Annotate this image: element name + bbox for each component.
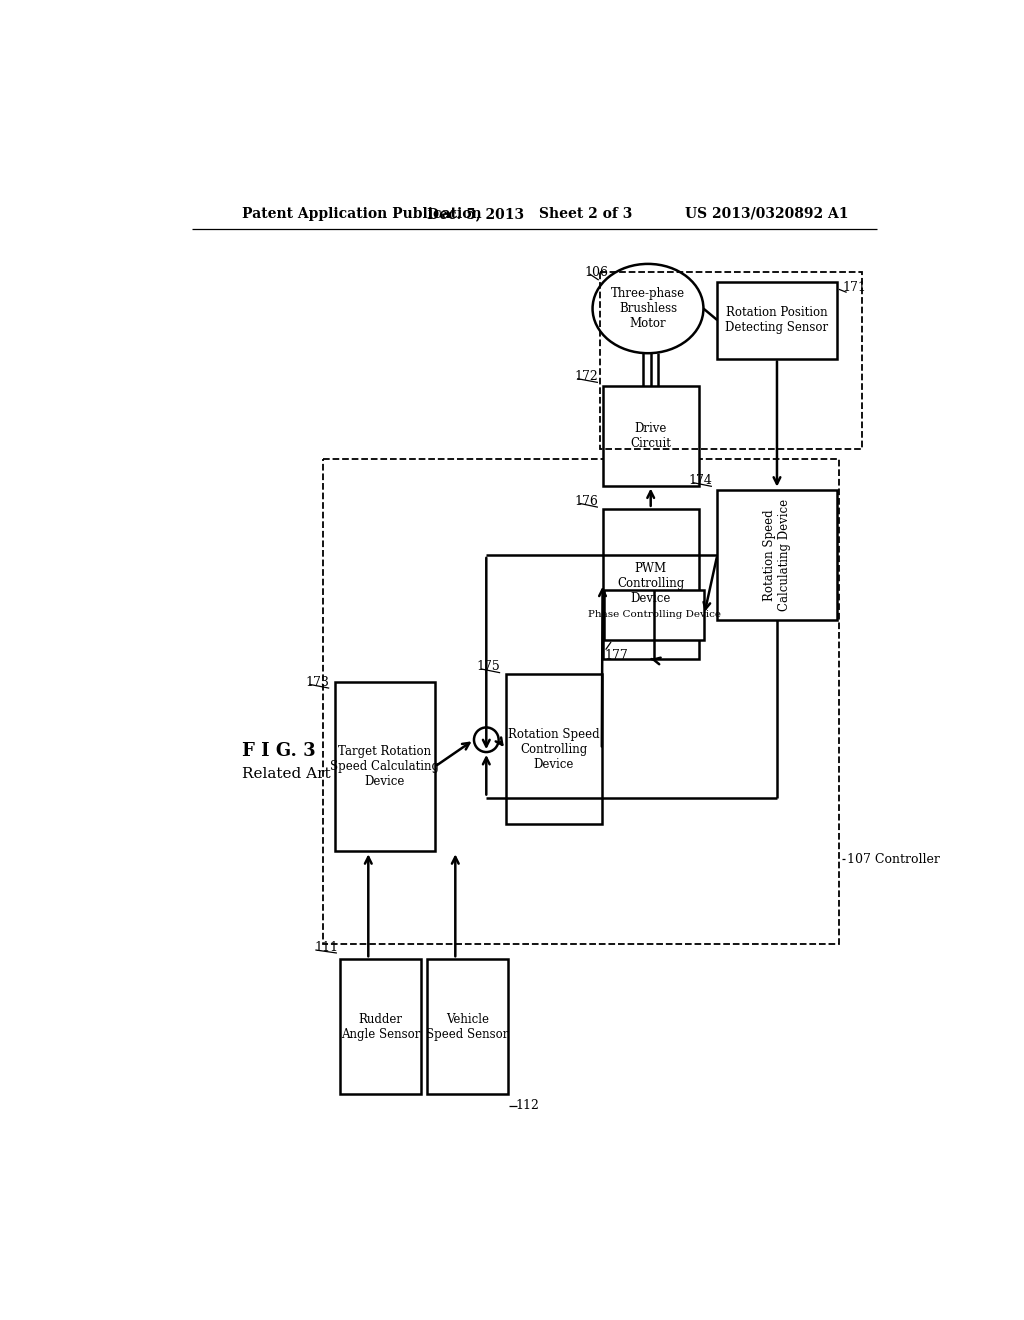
Text: Target Rotation
Speed Calculating
Device: Target Rotation Speed Calculating Device (330, 746, 439, 788)
Text: 106: 106 (585, 265, 609, 279)
Text: 175: 175 (476, 660, 500, 673)
Text: PWM
Controlling
Device: PWM Controlling Device (617, 562, 684, 606)
Bar (604, 590, 705, 640)
Text: Sheet 2 of 3: Sheet 2 of 3 (539, 207, 632, 220)
Circle shape (474, 727, 499, 752)
Text: Dec. 5, 2013: Dec. 5, 2013 (427, 207, 524, 220)
Text: 111: 111 (314, 941, 339, 954)
Text: Rotation Speed
Controlling
Device: Rotation Speed Controlling Device (508, 727, 599, 771)
Bar (602, 508, 698, 659)
Text: 172: 172 (574, 370, 598, 383)
Text: 171: 171 (843, 281, 866, 294)
Text: Phase Controlling Device: Phase Controlling Device (588, 610, 721, 619)
Text: 177: 177 (604, 648, 628, 661)
Bar (717, 490, 837, 620)
Bar (335, 682, 435, 851)
Text: Three-phase
Brushless
Motor: Three-phase Brushless Motor (611, 286, 685, 330)
Ellipse shape (593, 264, 703, 354)
Text: Rotation Speed
Calculating Device: Rotation Speed Calculating Device (763, 499, 791, 611)
Text: Rudder
Angle Sensor: Rudder Angle Sensor (341, 1012, 420, 1040)
Bar (600, 272, 862, 449)
Text: Drive
Circuit: Drive Circuit (630, 421, 671, 450)
Text: 112: 112 (515, 1100, 540, 1111)
Bar (506, 675, 602, 825)
Text: Vehicle
Speed Sensor: Vehicle Speed Sensor (426, 1012, 509, 1040)
Text: 174: 174 (688, 474, 712, 487)
Text: US 2013/0320892 A1: US 2013/0320892 A1 (685, 207, 849, 220)
Bar (717, 281, 837, 359)
Bar (602, 385, 698, 486)
Text: Patent Application Publication: Patent Application Publication (243, 207, 482, 220)
Text: 173: 173 (305, 676, 330, 689)
Text: Rotation Position
Detecting Sensor: Rotation Position Detecting Sensor (725, 306, 828, 334)
Text: 176: 176 (574, 495, 598, 508)
Bar (340, 960, 421, 1094)
Bar (323, 459, 839, 944)
Bar (427, 960, 508, 1094)
Text: Related Art: Related Art (243, 767, 331, 781)
Text: F I G. 3: F I G. 3 (243, 742, 315, 760)
Text: 107 Controller: 107 Controller (847, 853, 940, 866)
